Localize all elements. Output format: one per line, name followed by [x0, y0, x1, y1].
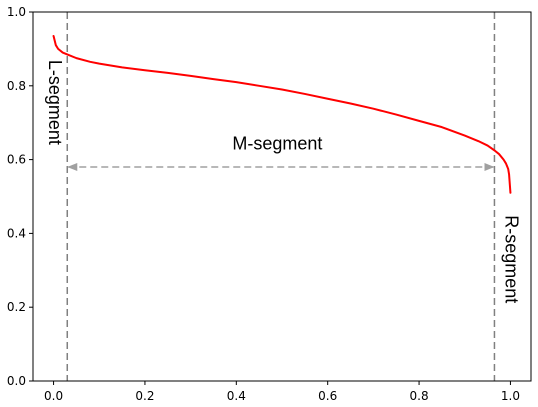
- l-segment-label: L-segment: [45, 60, 65, 145]
- x-tick-label: 1.0: [501, 389, 520, 403]
- y-tick-label: 0.4: [7, 226, 26, 240]
- x-tick-label: 0.6: [318, 389, 337, 403]
- r-segment-label: R-segment: [502, 215, 522, 303]
- series-line: [52, 34, 512, 194]
- y-tick-label: 0.8: [7, 79, 26, 93]
- m-segment-label: M-segment: [232, 134, 322, 154]
- y-tick-label: 0.0: [7, 374, 26, 388]
- x-tick-label: 0.2: [135, 389, 154, 403]
- x-tick-label: 0.8: [410, 389, 429, 403]
- y-tick-label: 0.2: [7, 300, 26, 314]
- y-tick-label: 1.0: [7, 5, 26, 19]
- x-tick-label: 0.4: [227, 389, 246, 403]
- plot-frame: [32, 11, 532, 382]
- x-tick-label: 0.0: [44, 389, 63, 403]
- y-tick-label: 0.6: [7, 153, 26, 167]
